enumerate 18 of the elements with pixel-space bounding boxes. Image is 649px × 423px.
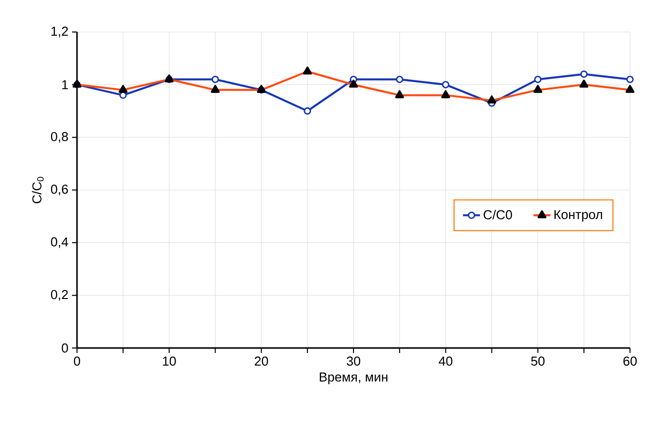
y-tick-label: 1: [62, 80, 68, 90]
x-tick-label: 40: [438, 356, 452, 366]
x-tick-label: 60: [623, 356, 637, 366]
legend-label: Контрол: [554, 210, 602, 222]
x-tick-label: 0: [74, 356, 80, 366]
y-tick-label: 0,4: [50, 237, 68, 248]
y-tick-label: 0,2: [50, 290, 68, 301]
y-tick-label: 1,2: [51, 26, 68, 38]
y-axis-title: C/C$_{0}$: [32, 176, 44, 204]
x-tick-label: 30: [346, 356, 360, 366]
y-tick-label: 0: [62, 343, 68, 353]
x-tick-label: 20: [254, 356, 268, 366]
x-tick-label: 50: [531, 356, 545, 366]
x-axis-title: Время, мин: [320, 372, 388, 384]
legend-label: C/C0: [484, 210, 512, 220]
y-tick-label: 0,8: [50, 132, 68, 143]
x-tick-label: 10: [162, 356, 176, 366]
y-tick-label: 0,6: [50, 184, 68, 196]
